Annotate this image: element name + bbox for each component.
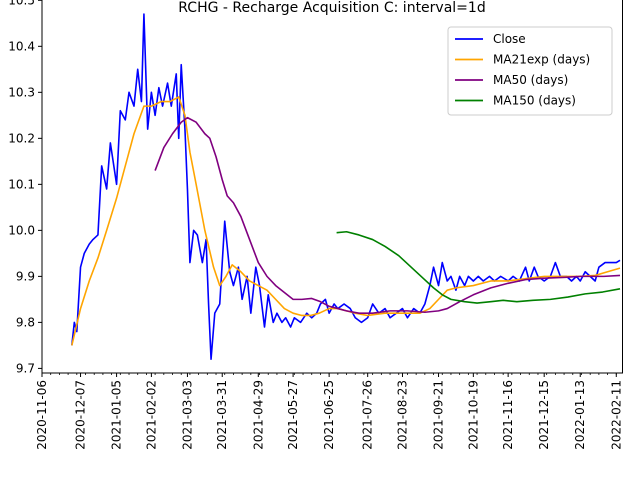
series-line-1 xyxy=(71,96,621,346)
legend-box xyxy=(447,26,613,116)
series-line-3 xyxy=(336,230,621,304)
x-tick-label-8: 2021-06-25 xyxy=(322,380,336,450)
x-tick-label-0: 2020-11-06 xyxy=(35,380,49,450)
plot-frame xyxy=(41,0,623,374)
y-tick-label-2: 9.9 xyxy=(16,269,35,283)
legend-label-0: Close xyxy=(493,32,526,46)
x-tick-label-3: 2021-02-02 xyxy=(144,380,158,450)
x-tick-label-6: 2021-04-29 xyxy=(251,380,265,450)
x-tick-label-5: 2021-03-31 xyxy=(215,380,229,450)
x-tick-label-14: 2021-12-15 xyxy=(537,380,551,450)
x-tick-label-4: 2021-03-03 xyxy=(180,380,194,450)
legend: Close MA21exp (days) MA50 (days) MA150 (day… xyxy=(447,26,613,116)
x-tick-label-9: 2021-07-26 xyxy=(361,380,375,450)
x-tick-label-2: 2021-01-05 xyxy=(110,380,124,450)
x-tick-label-1: 2020-12-07 xyxy=(74,380,88,450)
x-axis: 2020-11-06 2020-12-07 2021-01-05 2021-02-02… xyxy=(35,373,623,450)
x-tick-label-16: 2022-02-11 xyxy=(609,380,623,450)
y-tick-label-0: 9.7 xyxy=(16,361,35,375)
y-tick-label-4: 10.1 xyxy=(8,177,35,191)
y-tick-label-1: 9.8 xyxy=(16,315,35,329)
y-tick-label-5: 10.2 xyxy=(8,131,35,145)
chart-title: RCHG - Recharge Acquisition C: interval=… xyxy=(178,0,485,16)
x-tick-label-15: 2022-01-13 xyxy=(573,380,587,450)
y-tick-label-7: 10.4 xyxy=(8,39,35,53)
x-tick-label-7: 2021-05-27 xyxy=(286,380,300,450)
y-tick-label-3: 10.0 xyxy=(8,223,35,237)
y-tick-label-6: 10.3 xyxy=(8,85,35,99)
x-tick-label-10: 2021-08-23 xyxy=(396,380,410,450)
legend-label-3: MA150 (days) xyxy=(493,94,576,108)
legend-label-2: MA50 (days) xyxy=(493,73,568,87)
x-tick-label-13: 2021-11-16 xyxy=(501,380,515,450)
y-tick-label-8: 10.5 xyxy=(8,0,35,7)
plot-area xyxy=(71,13,621,360)
y-axis: 9.7 9.8 9.9 10.0 10.1 10.2 10.3 10.4 10.5 xyxy=(8,0,42,375)
series-line-2 xyxy=(154,116,621,314)
x-tick-label-11: 2021-09-21 xyxy=(432,380,446,450)
legend-label-1: MA21exp (days) xyxy=(493,53,590,67)
x-tick-label-12: 2021-10-19 xyxy=(466,380,480,450)
